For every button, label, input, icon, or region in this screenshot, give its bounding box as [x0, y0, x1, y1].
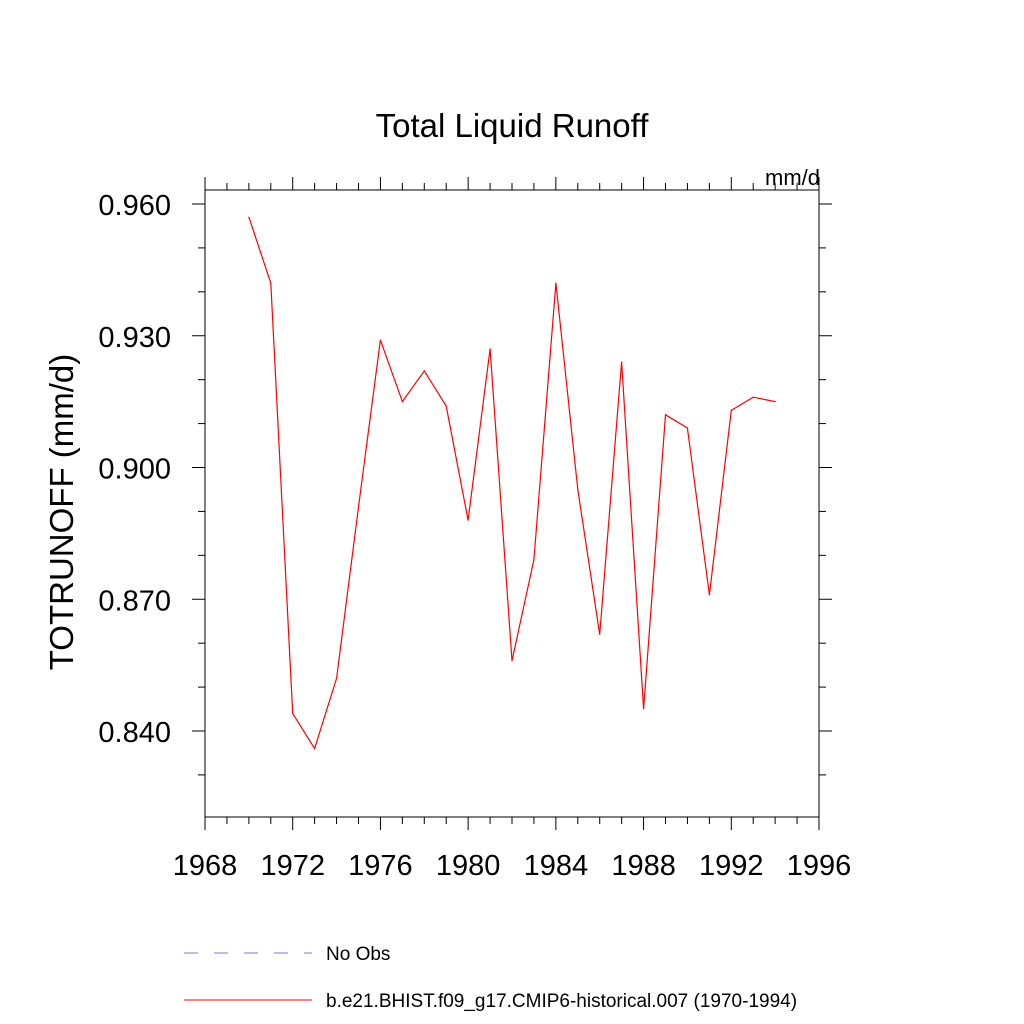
series-layer [248, 216, 776, 751]
data-point [686, 427, 689, 429]
x-tick-label: 1980 [436, 850, 501, 882]
x-tick-label: 1976 [348, 850, 413, 882]
data-point [752, 396, 754, 398]
data-point [270, 282, 272, 284]
y-axis-label: TOTRUNOFF (mm/d) [43, 354, 80, 671]
x-axis: 1968 1972 1976 1980 1984 1988 1992 1996 [173, 177, 852, 882]
data-point [642, 708, 645, 710]
data-point [335, 677, 338, 679]
data-point [357, 506, 360, 508]
chart-title: Total Liquid Runoff [376, 107, 650, 144]
data-point [664, 414, 667, 416]
y-tick-label: 0.900 [98, 454, 171, 486]
legend-label: No Obs [326, 944, 390, 965]
data-point [621, 361, 623, 363]
y-axis: 0.960 0.930 0.900 0.870 0.840 [98, 190, 832, 776]
data-point [401, 401, 403, 403]
x-tick-label: 1992 [699, 850, 764, 882]
data-point [511, 660, 513, 662]
x-tick-label: 1968 [173, 850, 238, 882]
data-point [555, 282, 557, 284]
data-point [445, 405, 447, 407]
x-tick-label: 1996 [787, 850, 852, 882]
data-point [467, 519, 469, 521]
data-point [599, 633, 601, 635]
x-tick-label: 1988 [611, 850, 676, 882]
data-point [533, 559, 535, 561]
data-point [248, 216, 250, 218]
data-point [423, 370, 425, 372]
data-point [379, 339, 382, 341]
y-tick-label: 0.960 [98, 190, 171, 222]
data-point [708, 594, 710, 596]
data-point [730, 409, 732, 412]
x-tick-label: 1984 [524, 850, 589, 882]
data-point [577, 488, 579, 491]
data-point [314, 747, 316, 750]
legend: No Obs b.e21.BHIST.f09_g17.CMIP6-historic… [184, 944, 797, 1012]
data-point [489, 348, 491, 350]
legend-label: b.e21.BHIST.f09_g17.CMIP6-historical.007… [326, 991, 797, 1012]
units-label: mm/d [765, 165, 820, 190]
data-point [774, 401, 776, 403]
y-tick-label: 0.840 [98, 717, 171, 749]
y-tick-label: 0.870 [98, 585, 171, 617]
series-line [248, 217, 776, 751]
data-point [292, 712, 294, 715]
x-tick-label: 1972 [260, 850, 325, 882]
y-tick-label: 0.930 [98, 322, 171, 354]
plot-frame [204, 189, 820, 818]
